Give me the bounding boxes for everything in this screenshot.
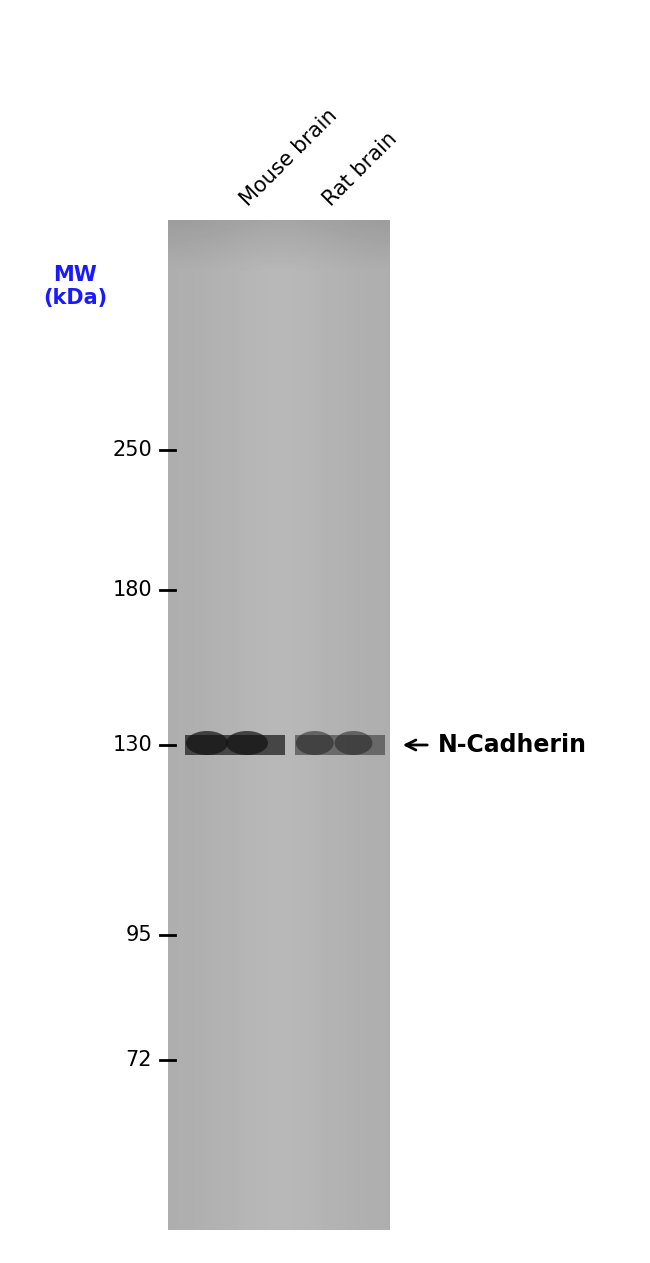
Text: 130: 130 xyxy=(112,735,152,755)
Text: 180: 180 xyxy=(112,580,152,600)
Bar xyxy=(185,735,285,755)
Text: 95: 95 xyxy=(125,925,152,945)
Text: MW
(kDa): MW (kDa) xyxy=(43,265,107,308)
Text: 250: 250 xyxy=(112,440,152,460)
Text: N-Cadherin: N-Cadherin xyxy=(438,733,587,757)
Ellipse shape xyxy=(226,731,268,755)
Ellipse shape xyxy=(296,731,333,755)
Bar xyxy=(295,735,385,755)
Ellipse shape xyxy=(186,731,228,755)
Bar xyxy=(168,220,390,1230)
Text: Mouse brain: Mouse brain xyxy=(237,106,341,210)
Text: 72: 72 xyxy=(125,1050,152,1070)
Ellipse shape xyxy=(335,731,372,755)
Text: Rat brain: Rat brain xyxy=(320,129,401,210)
